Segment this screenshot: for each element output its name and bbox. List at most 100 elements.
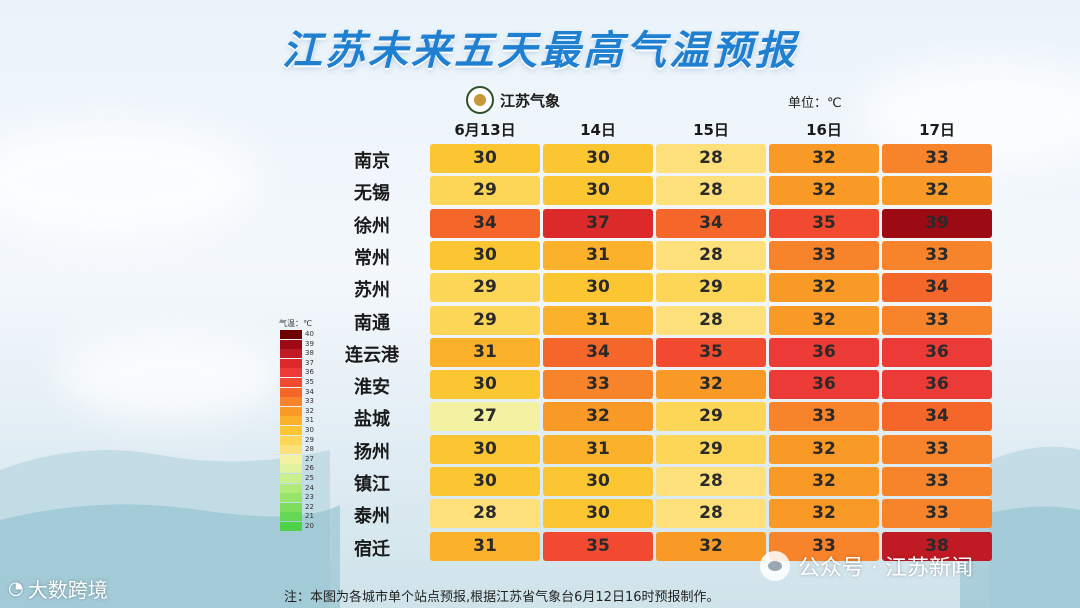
city-label: 南京 [354,151,390,172]
temperature-cell: 30 [543,176,653,206]
day-header: 16日 [806,121,842,139]
legend-swatch [280,522,302,531]
temperature-cell: 32 [882,176,992,206]
temperature-cell: 28 [656,240,766,270]
temperature-cell: 29 [656,273,766,303]
legend-swatch [280,358,302,368]
legend-label: 34 [305,387,314,396]
legend-swatch [280,483,302,493]
temperature-cell: 33 [882,467,992,496]
legend-swatch [280,387,302,397]
watermark-logo-icon: ◔ [8,578,24,599]
temperature-cell: 36 [882,337,992,367]
temperature-cell: 33 [769,240,879,270]
temperature-cell: 30 [430,467,540,496]
watermark-left-text: 大数跨境 [27,578,108,602]
temperature-cell: 28 [656,305,766,335]
temperature-cell: 34 [882,402,992,432]
temperature-cell: 30 [430,434,540,464]
legend-swatch [280,349,302,359]
day-header: 6月13日 [454,121,516,139]
day-header: 17日 [919,121,955,139]
legend-label: 24 [305,483,314,492]
temperature-cell: 34 [882,273,992,303]
legend-title: 气温：℃ [279,319,312,328]
legend-swatch [280,445,302,455]
temperature-cell: 29 [656,402,766,432]
day-header: 15日 [693,121,729,139]
footnote: 注：本图为各城市单个站点预报,根据江苏省气象台6月12日16时预报制作。 [284,590,720,605]
legend-swatch [280,368,302,378]
temperature-cell: 30 [543,499,653,529]
legend-label: 23 [305,493,314,502]
temperature-cell: 28 [656,499,766,529]
temperature-cell: 33 [543,370,653,400]
city-label: 南通 [354,312,390,334]
temperature-cell: 33 [882,305,992,335]
legend-swatch [280,378,302,387]
logo: 江苏气象 [466,86,560,114]
legend-label: 29 [305,435,314,444]
city-label: 徐州 [354,215,390,237]
temperature-cell: 31 [543,305,653,335]
legend-label: 38 [305,349,314,358]
temperature-cell: 32 [769,467,879,496]
temperature-cell: 31 [430,531,540,561]
legend-label: 27 [305,454,314,463]
temperature-cell: 30 [543,144,653,173]
temperature-cell: 33 [882,240,992,270]
legend-label: 30 [305,426,314,434]
temperature-cell: 33 [882,144,992,173]
logo-text: 江苏气象 [500,91,561,110]
weather-emblem-icon [466,86,494,114]
temperature-cell: 29 [430,305,540,335]
legend-label: 31 [305,416,314,425]
temperature-cell: 32 [769,176,879,206]
temperature-cell: 34 [543,337,653,367]
legend-label: 40 [305,330,314,338]
legend-label: 37 [305,358,314,367]
temperature-cell: 32 [656,370,766,400]
watermark-right-text: 公众号 · 江苏新闻 [798,556,973,581]
temperature-legend: 气温：℃ 40 39 38 37 36 35 34 33 32 31 30 29 28 27 26 25 24 2… [277,318,314,531]
temperature-cell: 33 [769,531,879,561]
page-title: 江苏未来五天最高气温预报 [282,28,798,74]
temperature-cell: 34 [656,208,766,238]
legend-swatch [280,454,302,464]
legend-label: 39 [305,339,314,348]
legend-label: 35 [305,378,314,386]
temperature-cell: 29 [656,434,766,464]
watermark-right: 公众号 · 江苏新闻 [760,550,973,582]
cloud-decoration [0,120,260,240]
city-label: 常州 [354,247,390,269]
legend-label: 26 [305,464,314,473]
temperature-cell: 38 [882,531,992,561]
legend-swatch [280,464,302,474]
legend-swatch [280,330,302,339]
legend-swatch [280,502,302,512]
wechat-icon [760,551,790,581]
city-label: 无锡 [354,183,390,205]
temperature-cell: 30 [543,273,653,303]
legend-label: 28 [305,445,314,454]
legend-label: 22 [305,502,314,511]
unit-label: 单位：℃ [788,96,842,111]
temperature-cell: 30 [430,240,540,270]
legend-label: 33 [305,397,314,406]
temperature-cell: 28 [656,144,766,173]
city-label: 淮安 [354,377,390,399]
city-label: 宿迁 [354,538,390,560]
day-header: 14日 [580,121,616,139]
temperature-cell: 28 [656,467,766,496]
legend-swatch [280,426,302,435]
legend-swatch [280,406,302,416]
city-label: 镇江 [354,474,390,495]
legend-label: 20 [305,522,314,530]
temperature-cell: 32 [656,531,766,561]
temperature-cell: 32 [769,273,879,303]
city-label: 连云港 [345,344,399,366]
temperature-cell: 36 [769,337,879,367]
legend-label: 36 [305,368,314,377]
temperature-cell: 33 [769,402,879,432]
